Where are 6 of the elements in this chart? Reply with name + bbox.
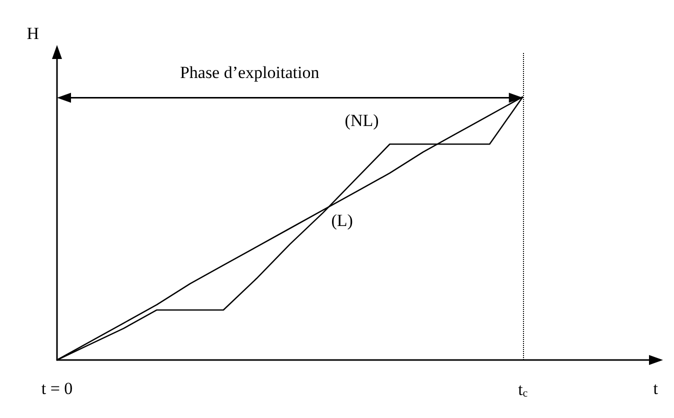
x-tick-label: t = 0 bbox=[41, 379, 73, 398]
y-axis-title: H bbox=[26, 24, 39, 43]
series-label: (L) bbox=[331, 210, 353, 230]
x-axis-title: t bbox=[653, 379, 658, 398]
text: Phase d’exploitation bbox=[180, 62, 320, 82]
series-label: (NL) bbox=[344, 111, 379, 130]
